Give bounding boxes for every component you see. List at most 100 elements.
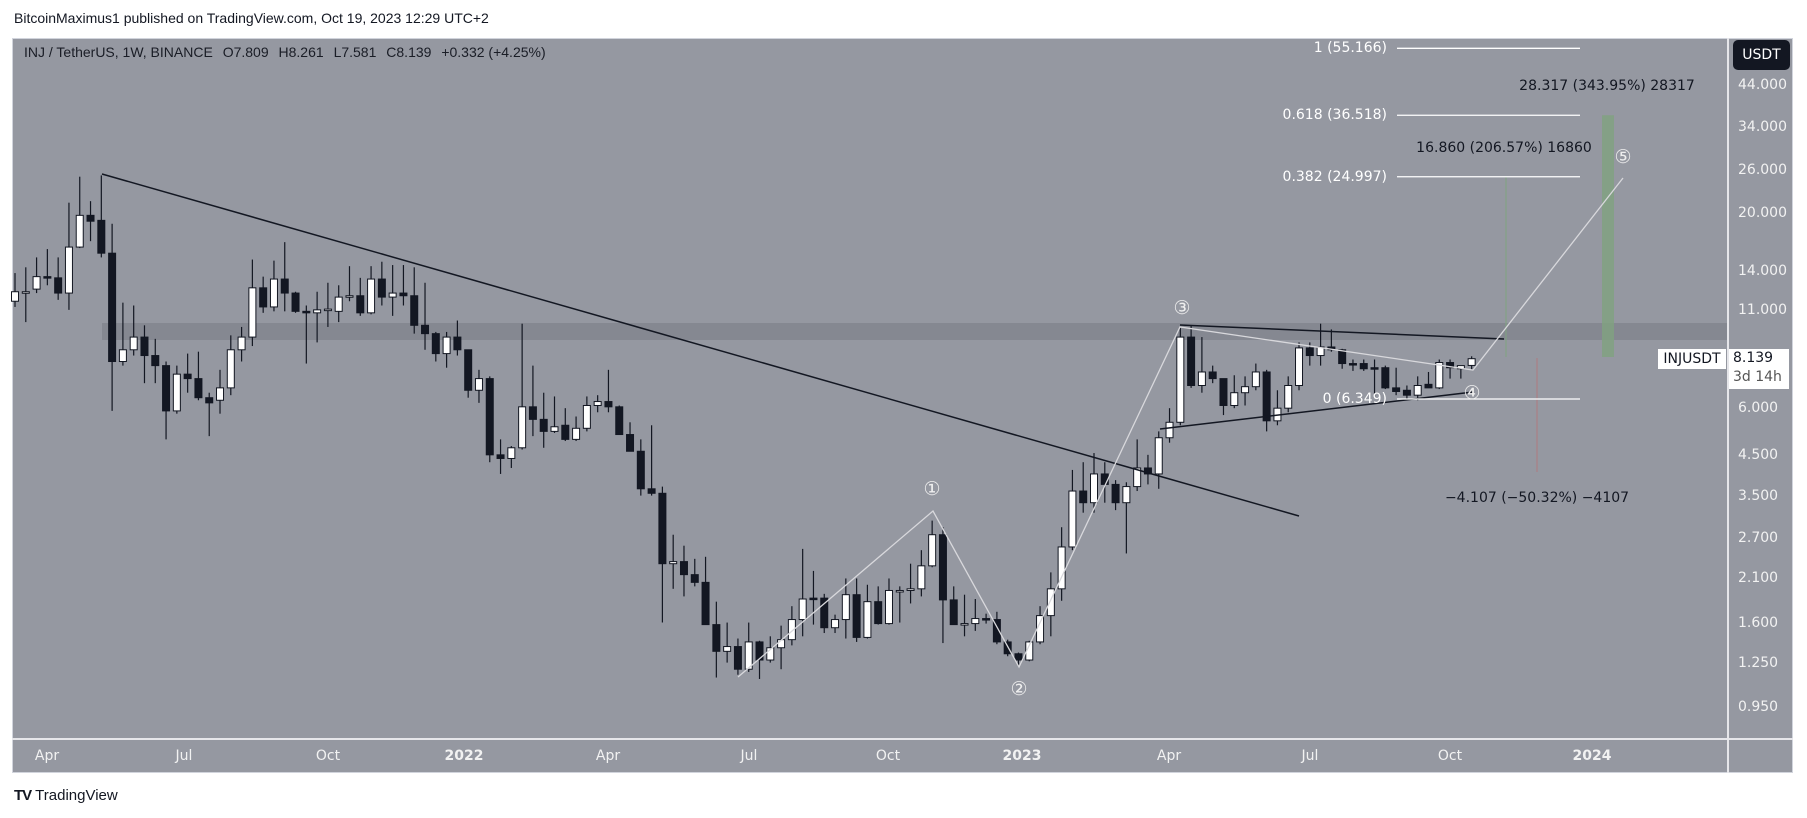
candle bbox=[1359, 359, 1368, 371]
candle-body-up bbox=[798, 598, 807, 621]
candle-body-down bbox=[54, 277, 63, 294]
candle-body-up bbox=[269, 278, 278, 308]
candle-body-down bbox=[982, 618, 991, 621]
time-tick: Jul bbox=[740, 748, 758, 764]
candle bbox=[841, 578, 850, 639]
candle-body-up bbox=[345, 295, 354, 298]
candle bbox=[863, 584, 872, 639]
candle-body-down bbox=[1305, 347, 1314, 357]
measure-label-high: 28.317 (343.95%) 28317 bbox=[1519, 78, 1695, 94]
wave-4-label: ④ bbox=[1463, 382, 1481, 404]
price-tick: 11.000 bbox=[1738, 301, 1787, 318]
candle-body-down bbox=[431, 333, 440, 355]
time-tick: Oct bbox=[875, 748, 901, 764]
candle bbox=[1068, 469, 1077, 551]
price-tick: 34.000 bbox=[1738, 118, 1787, 135]
candle-body-down bbox=[1338, 349, 1347, 365]
candle bbox=[1230, 375, 1239, 409]
candle-body-down bbox=[151, 355, 160, 367]
candle-body-up bbox=[518, 406, 527, 449]
candle-body-up bbox=[1251, 371, 1260, 388]
candle-body-down bbox=[809, 597, 818, 601]
candle bbox=[313, 291, 322, 343]
candle bbox=[280, 242, 289, 312]
candle-body-down bbox=[1003, 641, 1012, 655]
candle bbox=[183, 353, 192, 393]
candle bbox=[367, 266, 376, 315]
candle-body-down bbox=[1187, 336, 1196, 387]
last-price-value: 8.139 bbox=[1733, 350, 1774, 366]
candle-body-down bbox=[291, 292, 300, 312]
fib-label-0.382: 0.382 (24.997) bbox=[1282, 168, 1387, 185]
candle bbox=[561, 408, 570, 442]
candle bbox=[54, 257, 63, 300]
candle-body-down bbox=[356, 295, 365, 314]
candle bbox=[831, 614, 840, 634]
candle bbox=[1046, 572, 1055, 637]
candle bbox=[269, 260, 278, 312]
candle bbox=[237, 326, 246, 362]
symbol-name[interactable]: INJ / TetherUS, 1W, BINANCE bbox=[24, 44, 213, 60]
candle bbox=[1036, 606, 1045, 645]
candle bbox=[1079, 462, 1088, 513]
tradingview-logo[interactable]: TV TradingView bbox=[14, 787, 118, 804]
candle-body-down bbox=[992, 619, 1001, 643]
candle bbox=[248, 259, 257, 347]
candle-body-down bbox=[1446, 362, 1455, 369]
candle bbox=[744, 622, 753, 672]
candle-body-up bbox=[1197, 371, 1206, 387]
candle bbox=[1057, 527, 1066, 601]
candle-body-up bbox=[1284, 385, 1293, 409]
candle-body-down bbox=[1402, 389, 1411, 396]
candle bbox=[129, 305, 138, 356]
candle-body-up bbox=[582, 404, 591, 429]
candle-body-down bbox=[1370, 367, 1379, 370]
candle-body-up bbox=[960, 623, 969, 626]
candle bbox=[323, 282, 332, 327]
candle-body-down bbox=[1219, 378, 1228, 406]
candle bbox=[1262, 369, 1271, 432]
chart-pane[interactable] bbox=[12, 38, 1793, 773]
candle bbox=[949, 586, 958, 626]
time-tick: Apr bbox=[1156, 748, 1182, 764]
candle-body-down bbox=[690, 574, 699, 583]
candle-body-up bbox=[11, 291, 19, 302]
candle-body-down bbox=[539, 418, 548, 432]
candle bbox=[32, 257, 41, 294]
candle bbox=[410, 267, 419, 334]
candle-body-down bbox=[140, 336, 149, 357]
currency-button[interactable]: USDT bbox=[1733, 40, 1790, 70]
candle-body-down bbox=[1143, 467, 1152, 475]
candle bbox=[884, 578, 893, 625]
time-axis-divider bbox=[12, 738, 1793, 740]
publisher-line: BitcoinMaximus1 published on TradingView… bbox=[14, 10, 489, 26]
candle bbox=[582, 396, 591, 432]
candle bbox=[1338, 348, 1347, 369]
candle bbox=[723, 622, 732, 663]
candle bbox=[11, 273, 19, 307]
candle bbox=[528, 365, 537, 437]
candle-body-up bbox=[474, 378, 483, 391]
candle bbox=[118, 302, 127, 366]
time-tick: Jul bbox=[175, 748, 193, 764]
candle bbox=[431, 331, 440, 362]
price-tick: 0.950 bbox=[1738, 699, 1779, 716]
candle bbox=[733, 638, 742, 675]
candle-body-up bbox=[1413, 385, 1422, 396]
candle-body-down bbox=[528, 406, 537, 420]
candle-body-down bbox=[733, 646, 742, 670]
candle bbox=[140, 325, 149, 384]
candle-body-up bbox=[550, 426, 559, 432]
candle-body-down bbox=[701, 581, 710, 626]
candle-body-down bbox=[636, 450, 645, 490]
candle-body-up bbox=[1133, 467, 1142, 488]
measure-label-mid: 16.860 (206.57%) 16860 bbox=[1416, 140, 1592, 156]
ohlc-high: H8.261 bbox=[278, 44, 324, 60]
ohlc-close: C8.139 bbox=[386, 44, 432, 60]
price-tick: 20.000 bbox=[1738, 204, 1787, 221]
candle-body-up bbox=[118, 349, 127, 363]
candle-body-up bbox=[744, 641, 753, 670]
candle-body-down bbox=[755, 641, 764, 661]
candle-body-up bbox=[64, 246, 73, 294]
candle-body-down bbox=[453, 336, 462, 351]
